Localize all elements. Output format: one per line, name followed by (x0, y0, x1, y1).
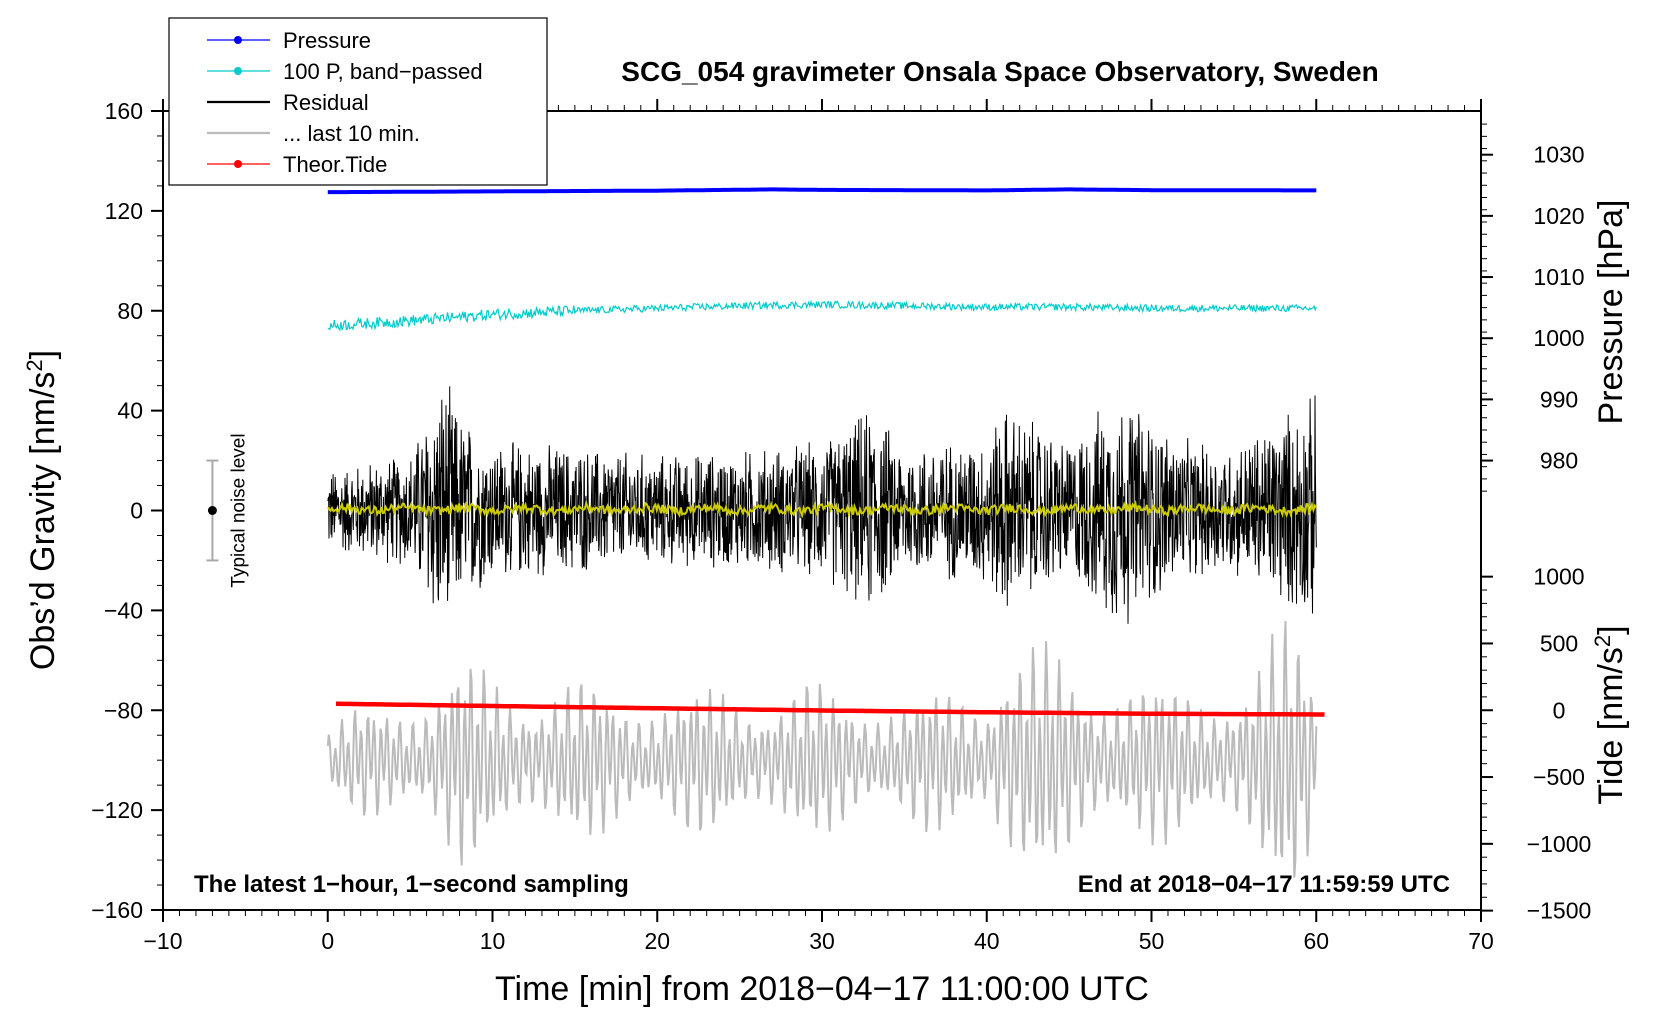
tide-tick-label: 0 (1553, 697, 1566, 723)
tide-tick-label: −1500 (1527, 898, 1592, 924)
pressure-tick-label: 1020 (1533, 203, 1584, 229)
y-axis-label: Obs’d Gravity [nm/s2] (22, 350, 63, 670)
legend-swatch-dot (234, 160, 242, 168)
series-pressure-line (327, 187, 1317, 195)
pressure-tick-label: 990 (1540, 386, 1578, 412)
legend-swatch-dot (234, 36, 242, 44)
legend: Pressure 100 P, band−passed Residual ... la… (168, 17, 548, 186)
y-tick-label: −120 (91, 797, 143, 823)
pressure-tick-label: 980 (1540, 448, 1578, 474)
pressure-axis-label: Pressure [hPa] (1592, 200, 1630, 425)
legend-swatch-dot (234, 67, 242, 75)
noise-label: Typical noise level (228, 433, 249, 587)
y-tick-label: 80 (117, 298, 143, 324)
x-tick-label: 70 (1468, 928, 1494, 954)
x-tick-label: 20 (644, 928, 670, 954)
typical-noise-indicator: Typical noise level (206, 433, 249, 588)
tide-axis-label-text: Tide [nm/s (1592, 647, 1630, 804)
y-axis-label-close: ] (24, 350, 62, 359)
tide-tick-label: 1000 (1533, 564, 1584, 590)
series-layer (326, 187, 1325, 878)
series-band-passed-line (327, 299, 1317, 332)
series-tide-line (336, 701, 1325, 717)
y-tick-label: 40 (117, 398, 143, 424)
tide-tick-label: −1000 (1527, 831, 1592, 857)
series-last-10-min-line (326, 621, 1318, 878)
x-tick-label: −10 (143, 928, 182, 954)
tide-axis-label-close: ] (1592, 625, 1630, 634)
annotation-bottom-left: The latest 1−hour, 1−second sampling (194, 871, 629, 898)
annotation-bottom-right: End at 2018−04−17 11:59:59 UTC (1078, 871, 1450, 898)
y-axis-label-text: Obs’d Gravity [nm/s (24, 372, 62, 671)
y-tick-label: 120 (105, 198, 143, 224)
y-tick-label: −80 (104, 697, 143, 723)
tide-tick-label: −500 (1533, 764, 1585, 790)
y-tick-label: −160 (91, 897, 143, 923)
series-residual-line (327, 386, 1317, 624)
legend-rows: Pressure 100 P, band−passed Residual ... la… (207, 28, 483, 177)
x-tick-label: 60 (1303, 928, 1329, 954)
x-tick-label: 10 (480, 928, 506, 954)
y-tick-label: −40 (104, 597, 143, 623)
legend-label: ... last 10 min. (283, 121, 420, 146)
pressure-tick-label: 1000 (1533, 325, 1584, 351)
y-tick-label: 0 (130, 498, 143, 524)
ticks-layer: −10 0 10 20 30 40 50 60 70−160−120−80−4004080120… (91, 98, 1591, 954)
y-tick-label: 160 (105, 98, 143, 124)
tide-axis-label-sup: 2 (1590, 635, 1615, 647)
x-axis-label: Time [min] from 2018−04−17 11:00:00 UTC (495, 970, 1149, 1008)
x-tick-label: 0 (321, 928, 334, 954)
legend-label: Theor.Tide (283, 152, 387, 177)
pressure-tick-label: 1030 (1533, 142, 1584, 168)
legend-label: Residual (283, 90, 369, 115)
y-axis-label-sup: 2 (22, 359, 47, 371)
series-residual-smoothed-line (326, 499, 1318, 519)
x-tick-label: 50 (1139, 928, 1165, 954)
legend-label: Pressure (283, 28, 371, 53)
chart-title: SCG_054 gravimeter Onsala Space Observat… (621, 56, 1378, 87)
legend-label: 100 P, band−passed (283, 59, 483, 84)
x-tick-label: 40 (974, 928, 1000, 954)
pressure-tick-label: 1010 (1533, 264, 1584, 290)
tide-tick-label: 500 (1540, 630, 1578, 656)
noise-dot (207, 506, 217, 515)
tide-axis-label: Tide [nm/s2] (1590, 625, 1631, 804)
x-tick-label: 30 (809, 928, 835, 954)
